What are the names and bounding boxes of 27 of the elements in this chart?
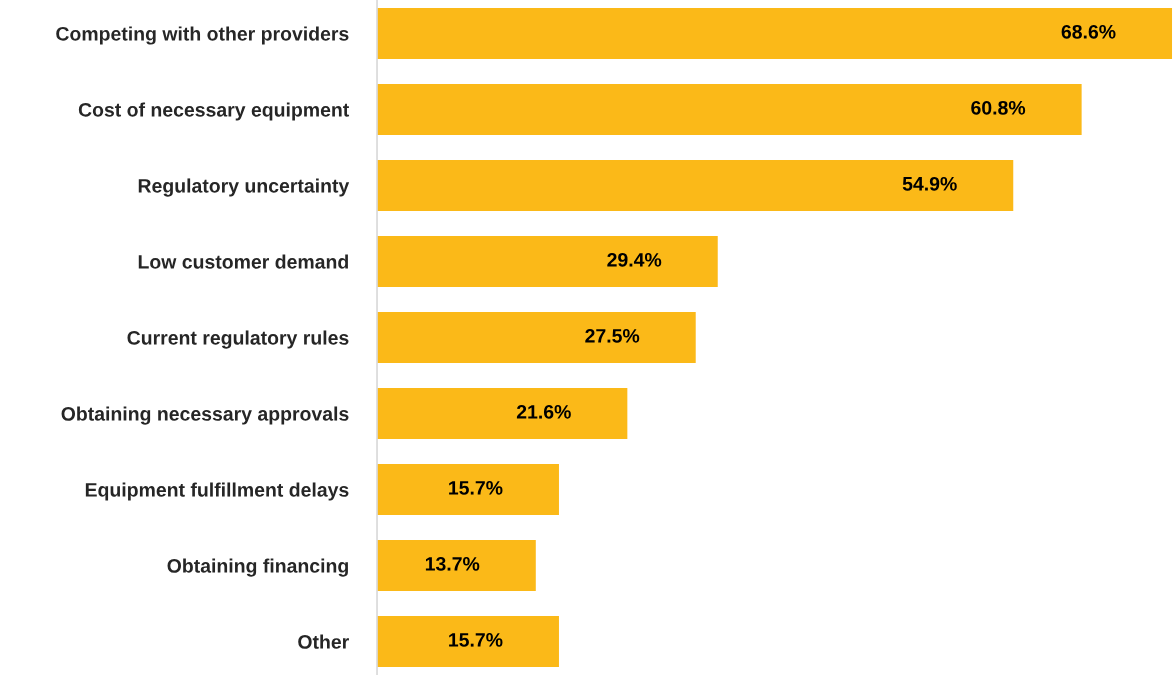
y-tick-label: Low customer demand [138,254,348,269]
bar [377,388,628,439]
bar [377,616,559,668]
bar [377,83,1082,135]
y-tick-label: Other [298,634,349,649]
data-label: 29.4% [607,252,662,267]
bar [377,160,1014,211]
data-label: 27.5% [585,328,640,343]
y-tick-label: Obtaining necessary approvals [61,406,349,425]
y-tick-label: Regulatory uncertainty [138,178,350,197]
y-tick-label: Obtaining financing [167,558,348,577]
y-tick-label: Cost of necessary equipment [78,102,350,121]
data-label: 15.7% [449,481,503,495]
bar [377,236,718,287]
bar [377,312,696,363]
data-label: 60.8% [971,100,1026,115]
data-label: 13.7% [425,556,480,571]
y-tick-label: Equipment fulfillment delays [85,482,349,501]
bar [377,7,1173,59]
data-label: 54.9% [902,176,957,191]
y-tick-label: Competing with other providers [56,26,349,45]
data-label: 15.7% [449,633,503,647]
data-label: 68.6% [1061,24,1116,39]
data-label: 21.6% [516,404,571,419]
y-tick-label: Current regulatory rules [127,330,349,349]
bar [377,464,559,515]
bar [377,540,536,592]
